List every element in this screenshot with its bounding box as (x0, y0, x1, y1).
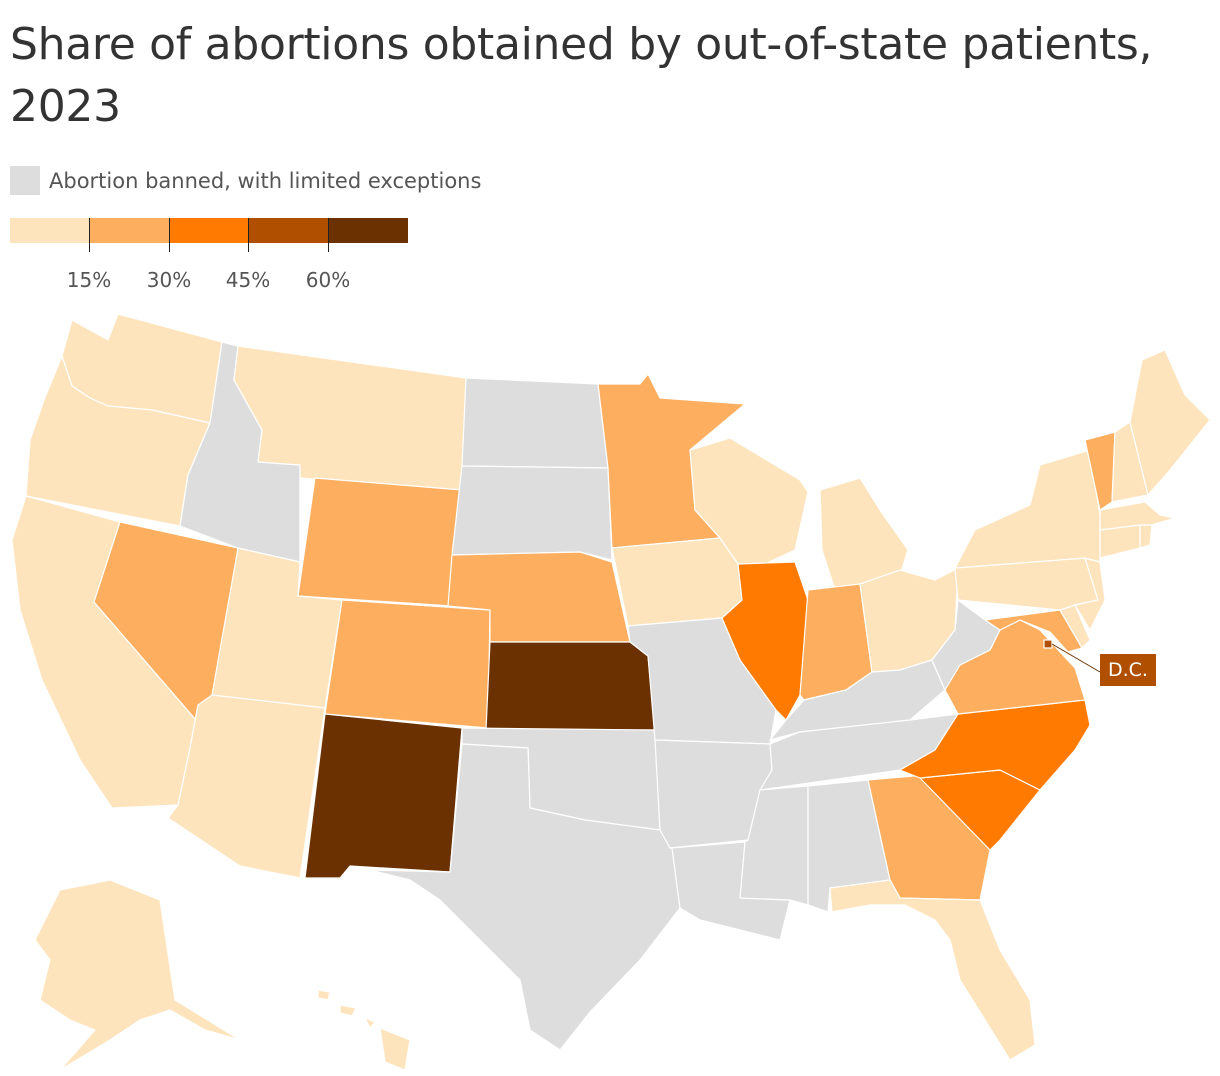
state-kansas (485, 641, 656, 731)
scale-label: 60% (305, 268, 351, 292)
state-district-of-columbia (1043, 639, 1053, 649)
scale-swatch-1 (89, 218, 170, 243)
state-wisconsin (689, 437, 809, 571)
state-florida (829, 879, 1036, 1061)
scale-tick (89, 218, 90, 252)
state-alaska (34, 879, 241, 1071)
scale-label: 45% (225, 268, 271, 292)
chart-title: Share of abortions obtained by out-of-st… (10, 19, 1153, 132)
scale-swatch-3 (248, 218, 329, 243)
state-wyoming (297, 477, 463, 607)
state-new-mexico (304, 713, 463, 879)
state-south-dakota (451, 465, 613, 561)
state-massachusetts (1099, 501, 1176, 531)
state-illinois (721, 561, 809, 721)
banned-legend-label: Abortion banned, with limited exceptions (49, 168, 482, 193)
scale-tick (248, 218, 249, 252)
scale-label: 30% (146, 268, 192, 292)
scale-label: 15% (66, 268, 112, 292)
dc-callout: D.C. (1100, 654, 1156, 686)
dc-leader-line (1051, 643, 1101, 673)
scale-tick (328, 218, 329, 252)
state-north-dakota (461, 377, 609, 469)
state-north-carolina (899, 699, 1091, 791)
banned-swatch (10, 166, 40, 195)
state-maine (1129, 349, 1211, 496)
state-rhode-island (1139, 524, 1153, 549)
state-colorado (324, 599, 491, 729)
state-arizona (167, 694, 326, 879)
banned-legend: Abortion banned, with limited exceptions (10, 166, 481, 195)
scale-swatch-2 (169, 218, 249, 243)
us-states-map (11, 313, 1211, 1071)
state-iowa (611, 537, 743, 627)
scale-swatch-0 (10, 218, 90, 243)
state-connecticut (1099, 524, 1141, 559)
state-hawaii (317, 989, 411, 1071)
scale-swatch-4 (328, 218, 408, 243)
color-scale-legend: 15% 30% 45% 60% (10, 218, 408, 292)
state-texas (369, 743, 681, 1051)
state-new-york (954, 449, 1101, 569)
scale-tick (169, 218, 170, 252)
color-scale-bar (10, 218, 408, 243)
